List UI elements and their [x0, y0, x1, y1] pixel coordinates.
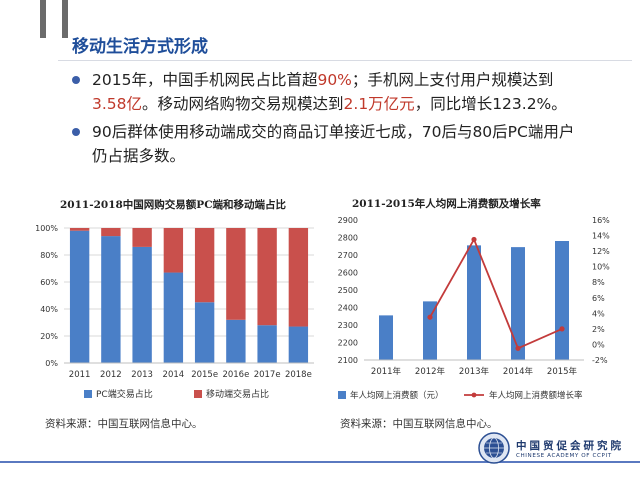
- bullet-list: 2015年，中国手机网民占比首超90%；手机网上支付用户规模达到 3.58亿。移…: [72, 68, 632, 172]
- chart2-bar-spend: [423, 301, 437, 360]
- chart1-bar-pc: [101, 236, 121, 363]
- footer-divider: [0, 461, 640, 463]
- chart2-bar-spend: [467, 245, 481, 360]
- chart2-y-right-tick: 8%: [592, 278, 605, 287]
- chart1-bar-pc: [194, 302, 215, 363]
- bullet-item-2: 90后群体使用移动端成交的商品订单接近七成，70后与80后PC端用户 仍占据多数…: [72, 120, 632, 168]
- chart1-stacked-bar-chart: 0% 20% 40% 60% 80% 100% 2011 2012 2013 2014 2015e 2…: [35, 224, 314, 400]
- chart1-bar-mobile: [132, 228, 152, 247]
- chart2-y-right-tick: -2%: [592, 356, 608, 365]
- chart1-y-tick: 40%: [40, 305, 58, 314]
- chart2-growth-point: [427, 314, 433, 320]
- corner-decoration-bar-1: [40, 0, 46, 38]
- chart1-bar-mobile: [194, 228, 215, 303]
- title-divider: [58, 60, 632, 61]
- chart2-legend-swatch-bar: [338, 391, 346, 399]
- chart1-y-tick: 0%: [45, 359, 58, 368]
- chart1-x-tick: 2017e: [254, 370, 281, 380]
- chart2-legend-marker: [471, 392, 477, 398]
- bullet-2-line-1: 90后群体使用移动端成交的商品订单接近七成，70后与80后PC端用户: [92, 123, 575, 141]
- chart1-legend-pc: PC端交易占比: [96, 388, 153, 400]
- chart1-x-tick: 2011: [69, 370, 91, 380]
- chart1-y-tick: 100%: [35, 224, 58, 233]
- logo-text-en: CHINESE ACADEMY OF CCPIT: [516, 452, 612, 459]
- chart1-source: 资料来源：中国互联网信息中心。: [45, 418, 203, 430]
- chart1-x-tick: 2016e: [222, 370, 249, 380]
- chart1-bar-pc: [132, 246, 152, 363]
- chart2-y-right-tick: 14%: [592, 232, 610, 241]
- chart1-bar-mobile: [257, 228, 277, 326]
- chart2-x-tick: 2011年: [371, 366, 402, 377]
- chart1-legend-swatch-mobile: [194, 390, 202, 398]
- chart2-x-tick: 2015年: [547, 366, 578, 377]
- chart2-growth-point: [559, 326, 565, 332]
- chart1-x-tick: 2013: [131, 370, 153, 380]
- chart2-legend-bar: 年人均网上消费额（元）: [350, 390, 444, 401]
- globe-emblem-icon: [478, 432, 510, 464]
- chart1-bar-pc: [288, 326, 309, 363]
- chart1-x-tick: 2012: [100, 370, 122, 380]
- chart2-legend-line: 年人均网上消费额增长率: [489, 390, 583, 401]
- chart2-y-left-tick: 2300: [338, 321, 358, 330]
- chart1-bar-pc: [257, 325, 277, 363]
- bullet-1-text-a: 2015年，中国手机网民占比首超: [92, 71, 318, 89]
- chart2-y-left-tick: 2600: [338, 269, 358, 278]
- chart2-y-left-tick: 2800: [338, 234, 358, 243]
- chart1-y-tick: 60%: [40, 278, 58, 287]
- bullet-1-text-b: ；手机网上支付用户规模达到: [351, 71, 554, 89]
- chart2-y-left-tick: 2900: [338, 216, 358, 225]
- chart1-bar-mobile: [69, 228, 90, 231]
- chart1-bar-pc: [69, 230, 90, 363]
- chart2-x-tick: 2013年: [459, 366, 490, 377]
- chart2-y-left-tick: 2200: [338, 339, 358, 348]
- logo-text-cn: 中国贸促会研究院: [516, 439, 624, 452]
- chart2-y-left-tick: 2400: [338, 304, 358, 313]
- chart2-y-right-tick: 6%: [592, 294, 605, 303]
- chart2-bar-spend: [511, 247, 525, 360]
- bullet-1-highlight-90pct: 90%: [317, 71, 352, 89]
- chart2-title: 2011-2015年人均网上消费额及增长率: [352, 198, 541, 210]
- chart1-x-tick: 2015e: [191, 370, 218, 380]
- chart1-bar-pc: [226, 319, 246, 363]
- chart1-legend-swatch-pc: [84, 390, 92, 398]
- chart2-y-left-tick: 2100: [338, 356, 358, 365]
- chart2-y-left-tick: 2500: [338, 286, 358, 295]
- bullet-1-highlight-users: 3.58亿: [92, 95, 143, 113]
- chart2-y-left-tick: 2700: [338, 251, 358, 260]
- chart2-y-right-tick: 16%: [592, 216, 610, 225]
- ccpit-logo: 中国贸促会研究院 CHINESE ACADEMY OF CCPIT: [478, 432, 624, 464]
- chart1-legend-mobile: 移动端交易占比: [206, 388, 269, 400]
- bullet-1-text-c: 。移动网络购物交易规模达到: [142, 95, 344, 113]
- chart2-y-right-tick: 4%: [592, 309, 605, 318]
- chart2-y-right-tick: 2%: [592, 325, 605, 334]
- chart1-y-tick: 80%: [40, 251, 58, 260]
- chart2-source: 资料来源：中国互联网信息中心。: [340, 418, 498, 430]
- chart1-bar-mobile: [288, 228, 309, 327]
- chart2-y-right-tick: 0%: [592, 340, 605, 349]
- chart1-bar-pc: [163, 272, 184, 363]
- chart2-y-right-tick: 10%: [592, 263, 610, 272]
- bullet-1-highlight-volume: 2.1万亿元: [343, 95, 415, 113]
- chart1-title: 2011-2018中国网购交易额PC端和移动端占比: [60, 199, 287, 211]
- chart1-x-tick: 2014: [163, 370, 185, 380]
- chart2-bar-spend: [555, 241, 569, 360]
- chart1-bar-mobile: [163, 228, 184, 273]
- chart2-growth-point: [515, 345, 521, 351]
- chart2-bar-line-chart: 2100 2200 2300 2400 2500 2600 2700 2800 2900 -2% 0…: [338, 216, 611, 401]
- chart2-growth-line: [429, 237, 563, 350]
- chart1-bar-mobile: [226, 228, 246, 320]
- chart1-bar-mobile: [101, 228, 121, 237]
- chart2-y-right-tick: 12%: [592, 247, 610, 256]
- chart2-x-tick: 2014年: [503, 366, 534, 377]
- bullet-item-1: 2015年，中国手机网民占比首超90%；手机网上支付用户规模达到 3.58亿。移…: [72, 68, 632, 116]
- chart1-y-tick: 20%: [40, 332, 58, 341]
- chart2-growth-point: [471, 236, 477, 243]
- chart1-x-tick: 2018e: [285, 370, 312, 380]
- bullet-2-line-2: 仍占据多数。: [92, 147, 186, 165]
- chart2-x-tick: 2012年: [415, 366, 446, 377]
- corner-decoration-bar-2: [62, 0, 68, 38]
- chart2-bar-spend: [379, 315, 393, 360]
- bullet-1-text-d: ，同比增长123.2%。: [414, 95, 567, 113]
- slide-title: 移动生活方式形成: [72, 37, 208, 57]
